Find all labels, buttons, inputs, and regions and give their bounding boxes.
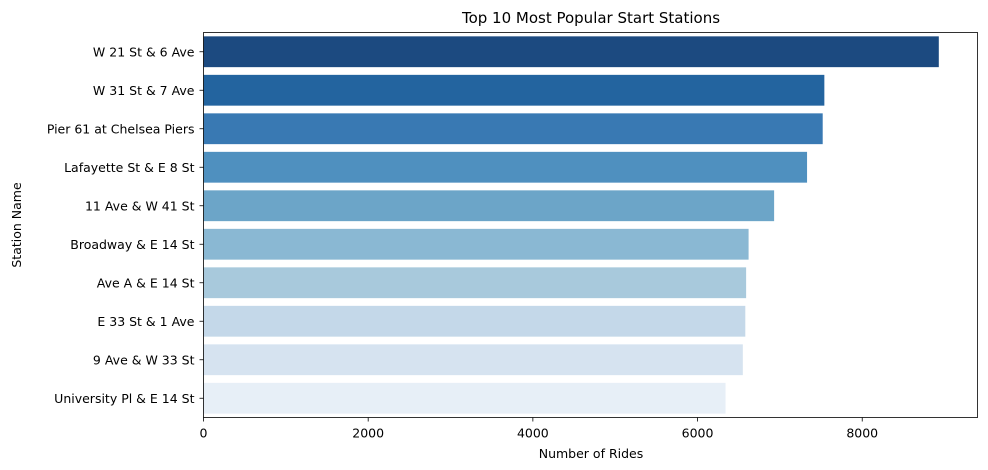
bar-ave-a-e-14-st <box>204 267 747 298</box>
x-tick-label: 0 <box>200 426 208 441</box>
bar-lafayette-st-e-8-st <box>204 152 808 183</box>
bar-w-21-st-6-ave <box>204 36 939 67</box>
y-tick-label: Lafayette St & E 8 St <box>64 160 195 175</box>
y-tick-label: 9 Ave & W 33 St <box>93 352 195 367</box>
bar-w-31-st-7-ave <box>204 75 825 106</box>
y-tick-label: 11 Ave & W 41 St <box>85 198 195 213</box>
bar-e-33-st-1-ave <box>204 306 746 337</box>
y-tick-label: Broadway & E 14 St <box>70 237 194 252</box>
y-tick-label: Ave A & E 14 St <box>97 275 195 290</box>
chart-title: Top 10 Most Popular Start Stations <box>461 9 720 27</box>
bar-pier-61-at-chelsea-piers <box>204 113 823 144</box>
x-tick-label: 2000 <box>352 426 384 441</box>
y-tick-label: W 21 St & 6 Ave <box>93 44 195 59</box>
bar-broadway-e-14-st <box>204 229 749 260</box>
y-tick-label: Pier 61 at Chelsea Piers <box>47 121 195 136</box>
x-axis-title: Number of Rides <box>539 446 644 461</box>
x-tick-label: 6000 <box>682 426 714 441</box>
y-axis-title: Station Name <box>9 182 24 268</box>
bar-university-pl-e-14-st <box>204 383 726 414</box>
bar-9-ave-w-33-st <box>204 344 743 375</box>
y-tick-label: E 33 St & 1 Ave <box>97 314 194 329</box>
y-tick-label: University Pl & E 14 St <box>54 391 194 406</box>
y-tick-label: W 31 St & 7 Ave <box>93 83 195 98</box>
x-tick-label: 8000 <box>846 426 878 441</box>
x-tick-label: 4000 <box>517 426 549 441</box>
bar-11-ave-w-41-st <box>204 190 775 221</box>
